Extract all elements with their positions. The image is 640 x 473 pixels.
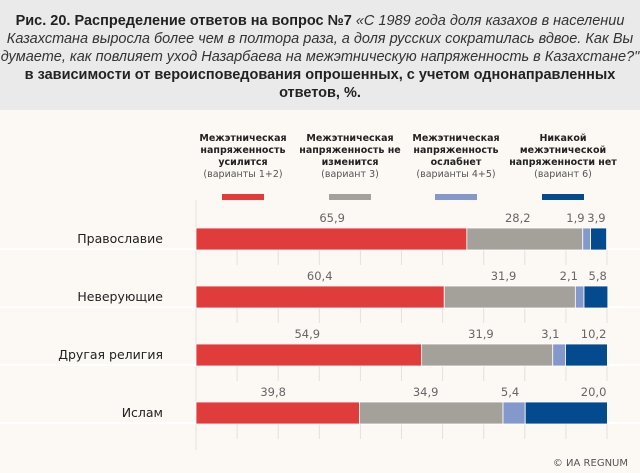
legend-note: (вариант 6) — [534, 169, 592, 180]
data-label: 20,0 — [581, 385, 607, 399]
bar-segment — [590, 227, 607, 251]
data-label: 28,2 — [505, 211, 531, 225]
legend-label: Межэтническая напряженность усилится — [199, 133, 287, 168]
data-label: 60,4 — [307, 269, 333, 283]
category-label: Ислам — [122, 405, 163, 420]
legend-swatch — [435, 194, 477, 200]
bar-segment — [195, 227, 468, 251]
data-label: 54,9 — [294, 327, 320, 341]
bar-segment — [195, 285, 445, 309]
data-label: 31,9 — [468, 327, 494, 341]
data-label: 3,9 — [587, 211, 605, 225]
legend-item: Межэтническая напряженность усилится (вар… — [188, 130, 298, 200]
legend-note: (варианты 4+5) — [416, 169, 496, 180]
bar-segment — [421, 343, 554, 367]
legend-label: Межэтническая напряженность ослабнет — [412, 133, 500, 168]
data-label: 5,4 — [501, 385, 519, 399]
legend-swatch — [329, 194, 371, 200]
legend-label: Никакой межэтнической напряженности нет — [509, 133, 617, 168]
bar-segment — [524, 401, 608, 425]
footer-credit: © ИА REGNUM — [552, 458, 628, 469]
legend-item: Никакой межэтнической напряженности нет(… — [508, 130, 618, 200]
data-label: 1,9 — [566, 211, 584, 225]
bar-segment — [502, 401, 526, 425]
category-label: Другая религия — [58, 347, 163, 362]
legend-item: Межэтническая напряженность не изменится… — [295, 130, 405, 200]
legend-note: (варианты 1+2) — [203, 169, 283, 180]
bar-segment — [195, 343, 423, 367]
data-label: 31,9 — [491, 269, 517, 283]
category-label: Православие — [77, 231, 163, 246]
legend-item: Межэтническая напряженность ослабнет (вар… — [401, 130, 511, 200]
bar-segment — [466, 227, 584, 251]
bar-segment — [443, 285, 576, 309]
title-question: «С 1989 года доля казахов в населении Ка… — [0, 13, 640, 65]
legend-label: Межэтническая напряженность не изменится — [299, 133, 401, 168]
data-label: 3,1 — [541, 327, 559, 341]
legend-note: (вариант 3) — [321, 169, 379, 180]
data-label: 65,9 — [319, 211, 345, 225]
chart-title: Рис. 20. Распределение ответов на вопрос… — [0, 0, 640, 110]
title-bold: Рис. 20. Распределение ответов на вопрос… — [15, 13, 352, 29]
bar-segment — [574, 285, 585, 309]
legend-swatch — [542, 194, 584, 200]
bar-segment — [359, 401, 504, 425]
data-label: 5,8 — [589, 269, 607, 283]
bar-chart: Православие 65,9 28,2 1,9 3,9 Неверующие 60,4 3… — [0, 200, 640, 450]
bar-segment — [583, 285, 609, 309]
category-label: Неверующие — [77, 289, 163, 304]
data-label: 34,9 — [413, 385, 439, 399]
data-label: 10,2 — [581, 327, 607, 341]
bar-segment — [552, 343, 566, 367]
data-label: 39,8 — [260, 385, 286, 399]
bar-segment — [195, 401, 360, 425]
title-tail: в зависимости от вероисповедования опрош… — [24, 67, 616, 101]
legend-swatch — [222, 194, 264, 200]
bar-segment — [582, 227, 591, 251]
data-label: 2,1 — [560, 269, 578, 283]
bar-segment — [565, 343, 608, 367]
